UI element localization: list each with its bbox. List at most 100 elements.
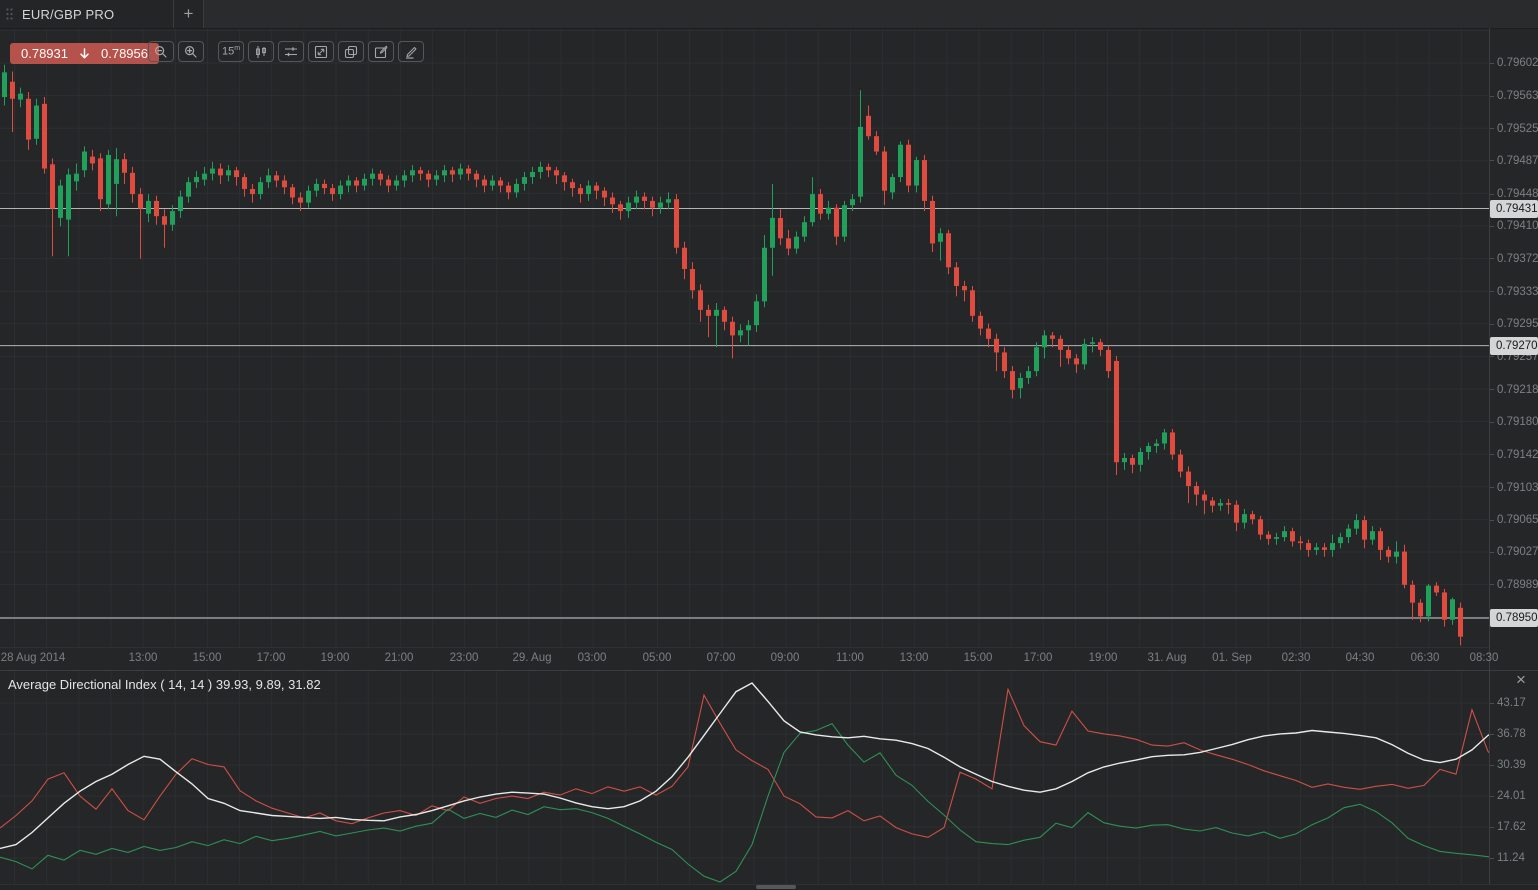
expand-icon bbox=[314, 45, 328, 58]
tab-drag-handle-icon bbox=[6, 8, 13, 20]
price-tick-label: 0.79180 bbox=[1497, 416, 1538, 429]
level-price-badge: 0.79270 bbox=[1490, 336, 1538, 355]
indicator-title: Average Directional Index ( 14, 14 ) 39.… bbox=[8, 677, 321, 692]
level-price-badge: 0.79431 bbox=[1490, 199, 1538, 218]
buy-price: 0.78956 bbox=[101, 46, 148, 61]
price-tick-label: 0.79218 bbox=[1497, 383, 1538, 396]
timeframe-label: 15m bbox=[221, 45, 241, 58]
time-label: 03:00 bbox=[577, 652, 607, 664]
indicator-settings-button[interactable] bbox=[278, 41, 304, 62]
tab-bar-empty-space bbox=[204, 0, 1538, 28]
time-label: 19:00 bbox=[1088, 652, 1118, 664]
chart-timeaxis-divider bbox=[0, 647, 1489, 648]
price-axis[interactable]: 0.79602 0.79563 0.79525 0.79487 0.79448 0.794… bbox=[1489, 28, 1538, 884]
expand-chart-button[interactable] bbox=[308, 41, 334, 62]
last-price-badge: 0.78950 bbox=[1490, 609, 1538, 627]
price-tick-mark bbox=[1490, 454, 1494, 456]
zoom-in-icon bbox=[184, 45, 197, 58]
price-tick-mark bbox=[1490, 128, 1494, 130]
time-label: 21:00 bbox=[384, 652, 414, 664]
tab-bar: EUR/GBP PRO + bbox=[0, 0, 1538, 29]
price-tick-mark bbox=[1490, 95, 1494, 97]
sliders-icon bbox=[285, 46, 297, 56]
time-label: 17:00 bbox=[1023, 652, 1053, 664]
price-direction-down-icon bbox=[80, 47, 89, 58]
price-tick-mark bbox=[1490, 258, 1494, 260]
price-tick-mark bbox=[1490, 519, 1494, 521]
indicator-tick-mark bbox=[1490, 733, 1494, 735]
sell-price: 0.78931 bbox=[21, 46, 68, 61]
price-tick-label: 0.79065 bbox=[1497, 514, 1538, 527]
marker-pen-icon bbox=[406, 46, 417, 59]
indicator-pane-canvas[interactable] bbox=[0, 670, 1489, 884]
time-label: 19:00 bbox=[320, 652, 350, 664]
quote-panel[interactable]: 0.78931 0.78956 bbox=[10, 43, 159, 64]
zoom-out-button[interactable] bbox=[148, 41, 174, 62]
candlestick-chart-icon bbox=[256, 45, 266, 58]
time-label: 05:00 bbox=[642, 652, 672, 664]
indicator-tick-label: 17.62 bbox=[1497, 821, 1526, 834]
price-tick-mark bbox=[1490, 551, 1494, 553]
time-label: 04:30 bbox=[1345, 652, 1375, 664]
indicator-tick-label: 11.24 bbox=[1497, 852, 1525, 864]
zoom-out-icon bbox=[154, 45, 167, 58]
price-tick-label: 0.79410 bbox=[1497, 220, 1538, 233]
indicator-tick-label: 24.01 bbox=[1497, 790, 1526, 802]
time-label: 23:00 bbox=[449, 652, 479, 664]
indicator-tick-mark bbox=[1490, 826, 1494, 828]
tab-eurgbp-pro[interactable]: EUR/GBP PRO bbox=[0, 0, 174, 28]
time-label: 17:00 bbox=[256, 652, 286, 664]
price-tick-mark bbox=[1490, 487, 1494, 489]
time-axis[interactable]: 28 Aug 2014 13:00 15:00 17:00 19:00 21:00 23:0… bbox=[0, 648, 1499, 670]
time-label: 11:00 bbox=[836, 652, 864, 664]
price-tick-mark bbox=[1490, 389, 1494, 391]
price-tick-mark bbox=[1490, 193, 1494, 195]
time-label: 01. Sep bbox=[1212, 652, 1252, 664]
timeframe-button[interactable]: 15m bbox=[218, 41, 244, 62]
edit-chart-button[interactable] bbox=[368, 41, 394, 62]
indicator-tick-label: 36.78 bbox=[1497, 728, 1526, 741]
time-label: 07:00 bbox=[706, 652, 736, 664]
price-tick-label: 0.79333 bbox=[1497, 285, 1538, 298]
indicator-tick-label: 43.17 bbox=[1497, 697, 1526, 709]
price-tick-label: 0.79103 bbox=[1497, 481, 1538, 494]
time-label: 09:00 bbox=[770, 652, 800, 664]
draw-marker-button[interactable] bbox=[398, 41, 424, 62]
price-tick-label: 0.79142 bbox=[1497, 448, 1538, 461]
price-tick-label: 0.79448 bbox=[1497, 188, 1538, 201]
price-tick-label: 0.79295 bbox=[1497, 318, 1538, 331]
time-label: 15:00 bbox=[192, 652, 222, 664]
new-tab-button[interactable]: + bbox=[174, 0, 204, 28]
zoom-in-button[interactable] bbox=[178, 41, 204, 62]
price-tick-label: 0.79563 bbox=[1497, 90, 1538, 103]
time-label: 28 Aug 2014 bbox=[0, 652, 66, 664]
indicator-tick-mark bbox=[1490, 764, 1494, 766]
time-label: 13:00 bbox=[899, 652, 929, 664]
price-tick-mark bbox=[1490, 62, 1494, 64]
price-tick-mark bbox=[1490, 160, 1494, 162]
price-tick-label: 0.79487 bbox=[1497, 154, 1538, 167]
time-label: 06:30 bbox=[1410, 652, 1440, 664]
price-tick-mark bbox=[1490, 356, 1494, 358]
indicator-pane-divider bbox=[0, 670, 1538, 671]
indicator-close-button[interactable]: × bbox=[1516, 670, 1526, 689]
price-tick-mark bbox=[1490, 323, 1494, 325]
price-tick-mark bbox=[1490, 421, 1494, 423]
chart-type-button[interactable] bbox=[248, 41, 274, 62]
time-label: 29. Aug bbox=[512, 652, 552, 664]
price-tick-label: 0.79602 bbox=[1497, 57, 1538, 69]
duplicate-icon bbox=[344, 45, 358, 58]
price-tick-label: 0.79525 bbox=[1497, 122, 1538, 135]
time-label: 08:30 bbox=[1469, 652, 1499, 664]
chart-toolbar: 15m bbox=[148, 41, 424, 62]
indicator-tick-mark bbox=[1490, 702, 1494, 704]
time-label: 02:30 bbox=[1281, 652, 1311, 664]
price-tick-label: 0.78989 bbox=[1497, 578, 1538, 591]
time-label: 31. Aug bbox=[1147, 652, 1187, 664]
price-tick-mark bbox=[1490, 291, 1494, 293]
indicator-tick-mark bbox=[1490, 857, 1494, 859]
duplicate-chart-button[interactable] bbox=[338, 41, 364, 62]
horizontal-scrollbar-thumb[interactable] bbox=[756, 885, 796, 889]
price-chart-canvas[interactable] bbox=[0, 28, 1489, 648]
